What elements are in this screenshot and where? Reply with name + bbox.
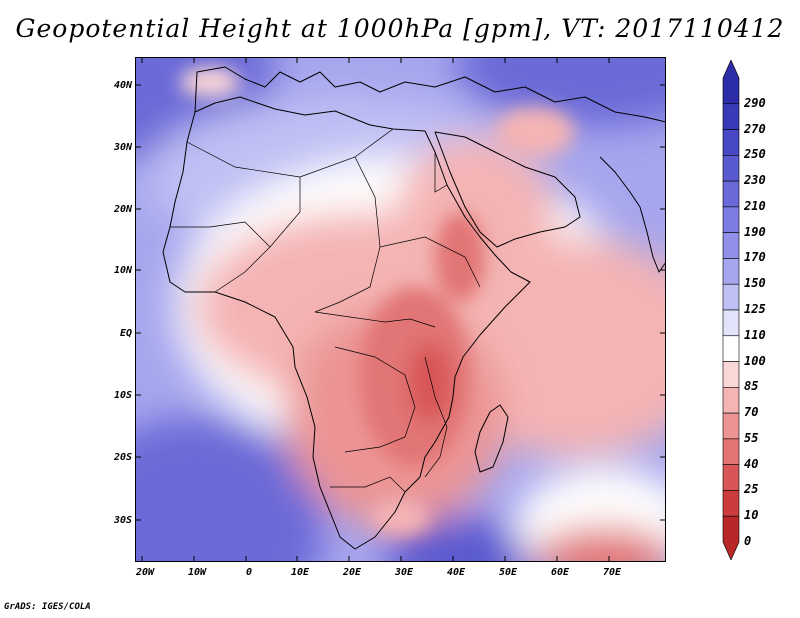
coastline-india bbox=[599, 156, 666, 273]
lon-tick-label: 60E bbox=[550, 567, 570, 578]
lat-tick-label: 20N bbox=[113, 204, 132, 215]
colorbar-label: 125 bbox=[744, 302, 766, 316]
coastline-madagascar bbox=[474, 404, 509, 473]
colorbar-label: 230 bbox=[744, 173, 766, 188]
border-line bbox=[330, 476, 406, 493]
lat-tick-label: 10N bbox=[113, 265, 132, 276]
lon-tick-label: 0 bbox=[245, 567, 253, 578]
border-line bbox=[170, 221, 271, 248]
colorbar-label: 190 bbox=[744, 224, 766, 239]
colorbar-segment bbox=[722, 335, 740, 362]
lat-tick-label: 10S bbox=[113, 390, 132, 401]
colorbar-segment bbox=[722, 60, 740, 105]
credit-text: GrADS: IGES/COLA bbox=[4, 602, 91, 612]
country-borders bbox=[170, 128, 481, 493]
field-pink-iran bbox=[495, 107, 575, 157]
colorbar-segment bbox=[722, 180, 740, 208]
border-line bbox=[434, 152, 448, 193]
colorbar-label: 100 bbox=[744, 353, 766, 368]
map-title: Geopotential Height at 1000hPa [gpm], VT… bbox=[15, 14, 785, 43]
field-deep-blue-ne bbox=[455, 57, 666, 127]
coastlines bbox=[162, 66, 666, 550]
colorbar-label: 250 bbox=[744, 147, 766, 162]
lon-tick-label: 50E bbox=[498, 567, 518, 578]
colorbar-label: 70 bbox=[744, 405, 759, 420]
border-line bbox=[314, 156, 381, 313]
colorbar-label: 290 bbox=[744, 95, 766, 110]
colorbar-label: 85 bbox=[744, 379, 759, 394]
colorbar-label: 270 bbox=[744, 121, 766, 136]
colorbar bbox=[722, 60, 740, 560]
colorbar-label: 10 bbox=[744, 508, 759, 523]
field-red-ethiopia bbox=[435, 212, 485, 302]
colorbar-label: 170 bbox=[744, 250, 766, 265]
colorbar-segment bbox=[722, 464, 740, 491]
border-line bbox=[334, 346, 416, 453]
field-red-core bbox=[408, 342, 452, 422]
lon-tick-label: 10E bbox=[290, 567, 310, 578]
lat-tick-label: 30N bbox=[113, 142, 132, 153]
field-deep-blue-s bbox=[385, 517, 545, 562]
colorbar-segment bbox=[722, 412, 740, 440]
colorbar-segment bbox=[722, 103, 740, 130]
colorbar-segment bbox=[722, 387, 740, 414]
lon-tick-label: 70E bbox=[602, 567, 622, 578]
colorbar-label: 110 bbox=[744, 327, 766, 342]
border-line bbox=[424, 356, 448, 478]
colorbar-label: 150 bbox=[744, 276, 766, 291]
lat-tick-label: 20S bbox=[113, 452, 132, 463]
lon-tick-label: 40E bbox=[446, 567, 466, 578]
field-pink-south-africa bbox=[370, 499, 430, 535]
lon-tick-label: 20W bbox=[135, 567, 155, 578]
colorbar-segment bbox=[722, 129, 740, 156]
map-panel bbox=[135, 57, 666, 562]
lon-tick-label: 30E bbox=[394, 567, 414, 578]
colorbar-segment bbox=[722, 361, 740, 388]
field-red-se-corner bbox=[535, 527, 666, 562]
coastline-europe bbox=[194, 66, 666, 123]
field-deep-blue-sw bbox=[135, 417, 325, 562]
colorbar-label: 0 bbox=[744, 534, 752, 548]
height-field bbox=[135, 57, 666, 562]
colorbar-segment bbox=[722, 490, 740, 517]
colorbar-segment bbox=[722, 515, 740, 560]
colorbar-label: 40 bbox=[744, 456, 759, 471]
axis-ticks bbox=[135, 57, 666, 562]
colorbar-segment bbox=[722, 206, 740, 233]
colorbar-segment bbox=[722, 283, 740, 311]
colorbar-segment bbox=[722, 438, 740, 465]
colorbar-label: 210 bbox=[744, 198, 766, 213]
border-line bbox=[314, 311, 436, 328]
lon-tick-label: 10W bbox=[187, 567, 207, 578]
lat-tick-label: EQ bbox=[119, 328, 132, 339]
border-line bbox=[379, 236, 481, 288]
field-pink-iberia bbox=[180, 67, 240, 97]
geopotential-map bbox=[135, 57, 666, 562]
colorbar-label: 55 bbox=[744, 430, 759, 445]
coastline-africa bbox=[162, 96, 531, 550]
colorbar-segment bbox=[722, 155, 740, 182]
lat-tick-label: 40N bbox=[113, 80, 132, 91]
colorbar-label: 25 bbox=[744, 482, 759, 497]
lat-tick-label: 30S bbox=[113, 515, 132, 526]
colorbar-segment bbox=[722, 232, 740, 259]
coastline-arabia bbox=[434, 131, 581, 248]
lon-tick-label: 20E bbox=[342, 567, 362, 578]
colorbar-segment bbox=[722, 258, 740, 285]
colorbar-segment bbox=[722, 309, 740, 337]
